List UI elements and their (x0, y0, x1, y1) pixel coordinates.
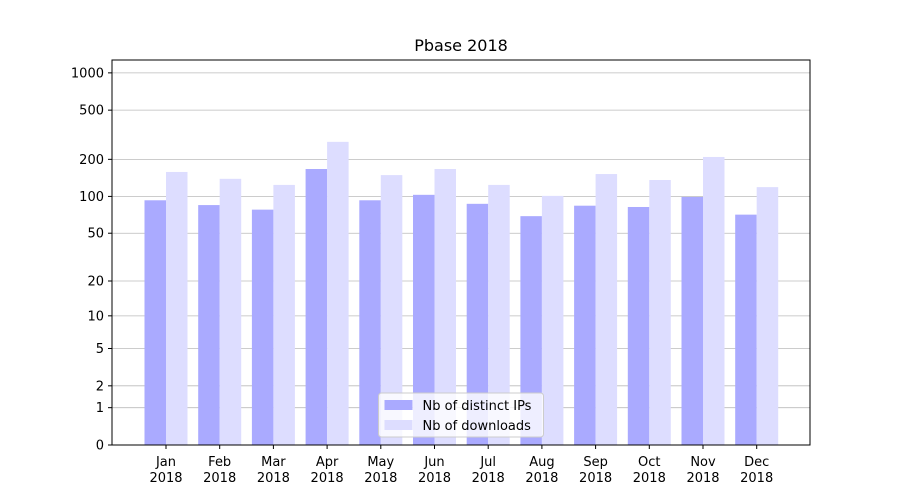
x-tick-label: Oct 2018 (633, 455, 666, 486)
bar (251, 209, 274, 445)
x-tick-label: Jan 2018 (149, 455, 182, 486)
bar (488, 184, 510, 445)
bar (434, 169, 456, 445)
bar (681, 196, 703, 445)
bar (273, 184, 295, 445)
y-tick-label: 2 (96, 379, 104, 394)
bar (380, 175, 403, 445)
x-tick-label: Sep 2018 (579, 455, 612, 486)
bar (520, 216, 542, 445)
bar (541, 195, 564, 445)
y-tick-label: 500 (79, 104, 104, 119)
bar (574, 205, 596, 445)
chart-title: Pbase 2018 (414, 36, 508, 55)
x-tick-label: Nov 2018 (686, 455, 719, 486)
legend-label: Nb of distinct IPs (423, 399, 532, 414)
legend-box (378, 392, 544, 438)
y-tick-label: 1 (96, 401, 104, 416)
x-tick-label: Aug 2018 (525, 455, 558, 486)
x-tick-label: Feb 2018 (203, 455, 236, 486)
x-tick-label: Mar 2018 (257, 455, 290, 486)
bar (649, 179, 671, 445)
bar (327, 141, 349, 445)
y-tick-label: 20 (87, 275, 104, 290)
x-tick-label: May 2018 (364, 455, 397, 486)
y-tick-label: 100 (79, 190, 104, 205)
x-tick-label: Apr 2018 (311, 455, 344, 486)
bar (413, 194, 435, 445)
bar (359, 200, 381, 445)
bar (756, 187, 779, 445)
x-tick-label: Jun 2018 (418, 455, 451, 486)
y-tick-label: 5 (96, 342, 104, 357)
y-tick-label: 1000 (71, 66, 104, 81)
legend-swatch (384, 400, 413, 410)
bar (595, 174, 618, 445)
legend-swatch (384, 420, 413, 430)
bar (627, 206, 650, 445)
legend-label: Nb of downloads (423, 419, 532, 434)
y-tick-label: 50 (87, 227, 104, 242)
bar (198, 205, 220, 445)
bar (466, 203, 489, 445)
bar (166, 171, 188, 445)
y-tick-label: 10 (87, 309, 104, 324)
y-tick-label: 0 (96, 439, 104, 454)
plot-frame (111, 59, 811, 446)
bar (305, 169, 328, 445)
x-tick-label: Jul 2018 (472, 455, 505, 486)
bar (735, 214, 757, 445)
x-tick-label: Dec 2018 (740, 455, 773, 486)
y-tick-label: 200 (79, 153, 104, 168)
bar (219, 178, 242, 446)
bar (144, 200, 166, 445)
bar (703, 156, 725, 445)
